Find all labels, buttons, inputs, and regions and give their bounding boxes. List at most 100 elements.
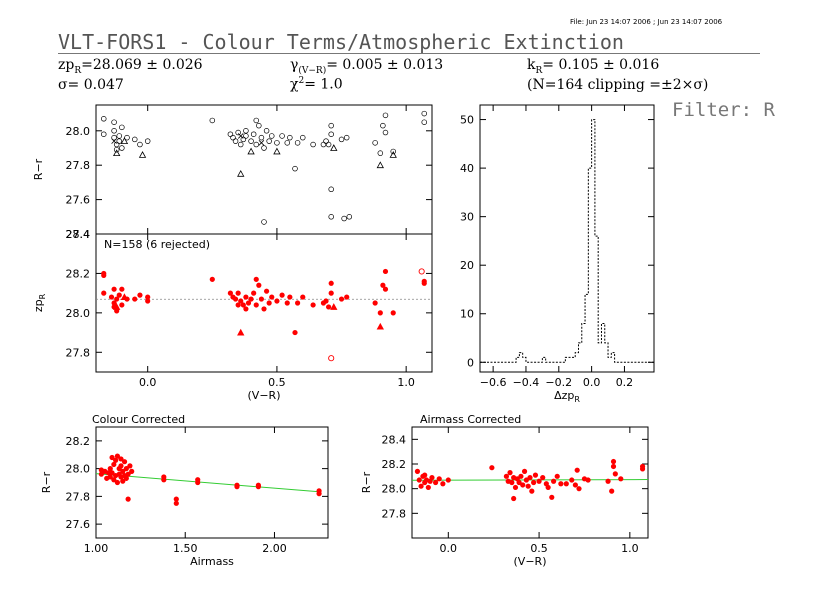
zp-point (263, 288, 270, 294)
colour-ytick-label: 27.8 (66, 490, 91, 503)
airmass-point (516, 479, 522, 486)
zp-symbol: zp (58, 57, 75, 73)
raw-circle-point (227, 131, 234, 137)
colour-point (123, 466, 129, 472)
airmass-point (529, 488, 535, 494)
sigma-stat: σ= 0.047 (58, 77, 124, 93)
raw-circle-point (346, 214, 353, 220)
zp-point (245, 300, 252, 306)
zp-point (119, 302, 125, 308)
raw-cross-point (111, 138, 117, 144)
raw-cross-point (237, 133, 244, 139)
colour-ytick-label: 27.6 (66, 518, 91, 531)
chi-symbol: χ (290, 76, 299, 93)
raw-circle-point (111, 134, 117, 141)
raw-ytick-label: 27.6 (66, 194, 91, 207)
raw-circle-point (111, 119, 117, 125)
airmass-point (525, 483, 531, 489)
zp-rejected-point (418, 268, 425, 275)
raw-circle-point (390, 148, 396, 155)
zp-point (328, 280, 334, 286)
airmass-xtick-label: 0.5 (530, 542, 548, 555)
airmass-xtick-label: 1.0 (621, 542, 639, 555)
colour-xtick-label: 1.00 (84, 542, 109, 555)
airmass-ytick-label: 28.0 (382, 483, 407, 496)
zp-point (382, 286, 389, 292)
zp-point (137, 292, 143, 298)
hist-ytick-label: 50 (460, 114, 474, 127)
zp-point (238, 298, 244, 304)
colour-point (173, 500, 179, 506)
zp-point (338, 296, 345, 302)
colour-point (114, 453, 121, 459)
raw-circle-point (119, 124, 125, 131)
colour-point (161, 474, 167, 480)
airmass-point (610, 463, 617, 470)
raw-circle-point (338, 136, 345, 143)
raw-circle-point (382, 112, 389, 119)
raw-ytick-label: 27.4 (66, 228, 91, 241)
hist-xtick-label: 0.0 (583, 376, 601, 389)
colour-point (118, 456, 124, 462)
airmass-point (618, 476, 624, 482)
zp-rejected-point (328, 355, 335, 362)
colour-point (114, 479, 121, 486)
colour-point (195, 477, 201, 483)
colour-point (109, 470, 115, 476)
raw-panel-frame (95, 104, 433, 235)
zp-point (274, 298, 280, 304)
airmass-point (545, 484, 551, 491)
zp-point (101, 290, 107, 296)
colour-point (234, 482, 240, 488)
zp-point (328, 290, 334, 296)
raw-triangle-point (273, 147, 281, 155)
colour-xtick-label: 2.00 (262, 542, 287, 555)
airmass-point (511, 495, 517, 502)
airmass-point (433, 479, 439, 486)
airmass-point (540, 474, 546, 481)
colour-xtick-label: 1.50 (173, 542, 198, 555)
zp-ytick-label: 28.0 (66, 307, 91, 320)
raw-circle-point (256, 122, 262, 129)
raw-circle-point (328, 122, 334, 129)
raw-circle-point (269, 133, 275, 139)
zeropoint-stat: zpR=28.069 ± 0.026 (58, 57, 203, 76)
airmass-point (425, 484, 431, 491)
zp-point (251, 290, 257, 296)
airmass-ytick-label: 27.8 (382, 507, 407, 520)
airmass-point (639, 463, 646, 470)
hist-ytick-label: 0 (467, 356, 474, 369)
raw-circle-point (284, 140, 291, 146)
airmass-point (436, 476, 442, 482)
zp-point (145, 298, 151, 304)
colour-point (316, 491, 322, 497)
raw-circle-point (248, 138, 254, 144)
raw-triangle-point (138, 151, 147, 158)
hist-ytick-label: 30 (460, 211, 474, 224)
raw-circle-point (328, 131, 334, 137)
colour-x-axis-label: Airmass (190, 555, 234, 568)
airmass-point (440, 481, 446, 487)
airmass-point (503, 473, 509, 479)
file-stamp: File: Jun 23 14:07 2006 ; Jun 23 14:07 2… (570, 18, 723, 26)
zp-triangle-point (237, 328, 245, 336)
colour-point (111, 477, 117, 483)
colour-point (129, 468, 135, 474)
raw-circle-point (328, 186, 334, 193)
colour-term-stat: γ(V−R)= 0.005 ± 0.013 (290, 57, 443, 76)
airmass-point (576, 486, 582, 492)
raw-circle-point (310, 141, 316, 148)
airmass-point (574, 467, 580, 473)
raw-triangle-point (113, 149, 121, 157)
hist-xtick-label: −0.4 (513, 376, 540, 389)
raw-circle-point (232, 138, 239, 144)
airmass-point (585, 477, 591, 483)
raw-circle-point (237, 141, 244, 148)
raw-circle-point (421, 110, 427, 117)
raw-circle-point (243, 128, 249, 134)
hist-x-axis-label: ΔzpR (554, 389, 580, 404)
raw-circle-point (258, 134, 265, 141)
colour-fit-line (95, 473, 320, 493)
zp-point (377, 310, 383, 316)
